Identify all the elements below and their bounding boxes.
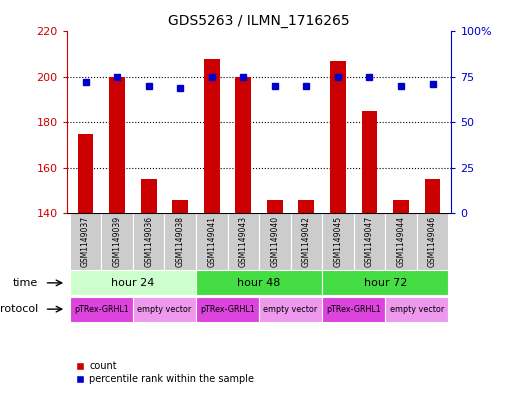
Bar xyxy=(102,213,133,270)
Bar xyxy=(133,297,196,322)
Bar xyxy=(322,213,353,270)
Text: empty vector: empty vector xyxy=(390,305,444,314)
Text: GSM1149044: GSM1149044 xyxy=(397,216,405,267)
Bar xyxy=(353,213,385,270)
Legend: count, percentile rank within the sample: count, percentile rank within the sample xyxy=(71,358,258,388)
Bar xyxy=(133,213,165,270)
Bar xyxy=(196,297,259,322)
Text: GSM1149043: GSM1149043 xyxy=(239,216,248,267)
Bar xyxy=(228,213,259,270)
Bar xyxy=(109,77,125,213)
Bar xyxy=(393,200,409,213)
Text: GSM1149037: GSM1149037 xyxy=(81,216,90,267)
Text: GSM1149038: GSM1149038 xyxy=(176,216,185,267)
Text: GSM1149036: GSM1149036 xyxy=(144,216,153,267)
Text: pTRex-GRHL1: pTRex-GRHL1 xyxy=(326,305,381,314)
Text: time: time xyxy=(13,278,38,288)
Bar xyxy=(70,297,133,322)
Bar xyxy=(417,213,448,270)
Text: protocol: protocol xyxy=(0,304,38,314)
Bar xyxy=(259,213,290,270)
Bar xyxy=(141,179,156,213)
Bar xyxy=(385,213,417,270)
Text: pTRex-GRHL1: pTRex-GRHL1 xyxy=(200,305,255,314)
Bar xyxy=(322,297,385,322)
Bar xyxy=(425,179,440,213)
Bar xyxy=(322,270,448,296)
Bar xyxy=(267,200,283,213)
Bar xyxy=(299,200,314,213)
Bar xyxy=(235,77,251,213)
Bar xyxy=(385,297,448,322)
Text: GSM1149041: GSM1149041 xyxy=(207,216,216,267)
Bar xyxy=(165,213,196,270)
Text: GSM1149042: GSM1149042 xyxy=(302,216,311,267)
Bar xyxy=(172,200,188,213)
Text: GSM1149047: GSM1149047 xyxy=(365,216,374,267)
Bar xyxy=(204,59,220,213)
Text: hour 72: hour 72 xyxy=(364,278,407,288)
Bar xyxy=(362,111,378,213)
Text: GSM1149046: GSM1149046 xyxy=(428,216,437,267)
Text: empty vector: empty vector xyxy=(264,305,318,314)
Bar xyxy=(330,61,346,213)
Text: pTRex-GRHL1: pTRex-GRHL1 xyxy=(74,305,129,314)
Bar xyxy=(290,213,322,270)
Text: hour 48: hour 48 xyxy=(238,278,281,288)
Text: hour 24: hour 24 xyxy=(111,278,154,288)
Text: GSM1149040: GSM1149040 xyxy=(270,216,280,267)
Text: GSM1149039: GSM1149039 xyxy=(113,216,122,267)
Text: GSM1149045: GSM1149045 xyxy=(333,216,342,267)
Text: empty vector: empty vector xyxy=(137,305,191,314)
Bar xyxy=(70,213,102,270)
Bar xyxy=(196,213,228,270)
Title: GDS5263 / ILMN_1716265: GDS5263 / ILMN_1716265 xyxy=(168,14,350,28)
Bar xyxy=(78,134,93,213)
Bar xyxy=(196,270,322,296)
Bar xyxy=(259,297,322,322)
Bar xyxy=(70,270,196,296)
